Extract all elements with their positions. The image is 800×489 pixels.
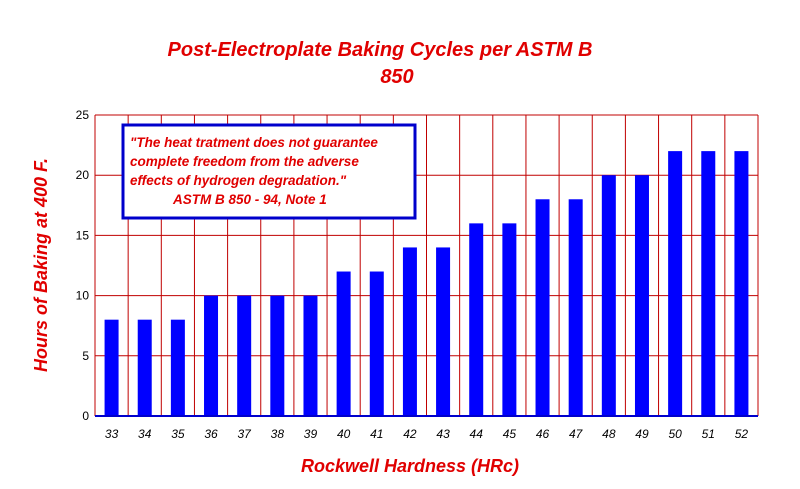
bar (270, 295, 285, 416)
x-tick-label: 47 (569, 427, 584, 441)
y-tick-labels: 0 5 10 15 20 25 (76, 108, 90, 423)
bar (137, 319, 152, 416)
x-tick-label: 52 (735, 427, 749, 441)
x-tick-label: 48 (602, 427, 616, 441)
y-tick-label: 5 (82, 349, 89, 363)
x-tick-label: 44 (470, 427, 484, 441)
annotation-line-4: ASTM B 850 - 94, Note 1 (172, 192, 327, 207)
annotation-line-1: "The heat tratment does not guarantee (130, 135, 378, 150)
bar (170, 319, 185, 416)
x-tick-label: 36 (204, 427, 218, 441)
chart-title-line-2: 850 (380, 66, 413, 88)
x-tick-label: 37 (237, 427, 252, 441)
bar (204, 295, 219, 416)
bar (734, 151, 749, 416)
x-tick-label: 39 (304, 427, 318, 441)
bar (436, 247, 451, 416)
x-tick-label: 33 (105, 427, 119, 441)
bar (601, 175, 616, 416)
bar (369, 271, 384, 416)
x-tick-label: 38 (271, 427, 285, 441)
bar (336, 271, 351, 416)
bar (634, 175, 649, 416)
y-tick-label: 25 (76, 108, 90, 122)
bar (469, 223, 484, 416)
x-axis-label: Rockwell Hardness (HRc) (301, 456, 519, 476)
x-tick-label: 41 (370, 427, 383, 441)
y-tick-label: 20 (76, 168, 90, 182)
bar (668, 151, 683, 416)
x-tick-label: 35 (171, 427, 185, 441)
bar (303, 295, 318, 416)
x-tick-label: 49 (635, 427, 649, 441)
bar (701, 151, 716, 416)
annotation-line-2: complete freedom from the adverse (130, 154, 359, 169)
y-tick-label: 15 (76, 228, 90, 242)
x-tick-label: 34 (138, 427, 152, 441)
x-tick-label: 50 (668, 427, 682, 441)
bars (104, 151, 749, 416)
y-axis-label: Hours of Baking at 400 F. (31, 158, 51, 372)
x-tick-label: 43 (436, 427, 450, 441)
x-tick-label: 42 (403, 427, 417, 441)
y-tick-label: 0 (82, 409, 89, 423)
x-tick-labels: 33 34 35 36 37 38 39 40 41 42 43 44 45 46 47 48 49 50 51 52 (105, 427, 749, 441)
bar (568, 199, 583, 416)
x-tick-label: 51 (702, 427, 715, 441)
annotation-box: "The heat tratment does not guarantee co… (121, 123, 417, 220)
y-tick-label: 10 (76, 289, 90, 303)
annotation-line-3: effects of hydrogen degradation." (130, 173, 347, 188)
x-tick-label: 46 (536, 427, 550, 441)
x-tick-label: 40 (337, 427, 351, 441)
bar (535, 199, 550, 416)
bar (502, 223, 517, 416)
bar (237, 295, 252, 416)
x-tick-label: 45 (503, 427, 517, 441)
bar (402, 247, 417, 416)
chart-title-line-1: Post-Electroplate Baking Cycles per ASTM… (168, 39, 593, 61)
bar (104, 319, 119, 416)
